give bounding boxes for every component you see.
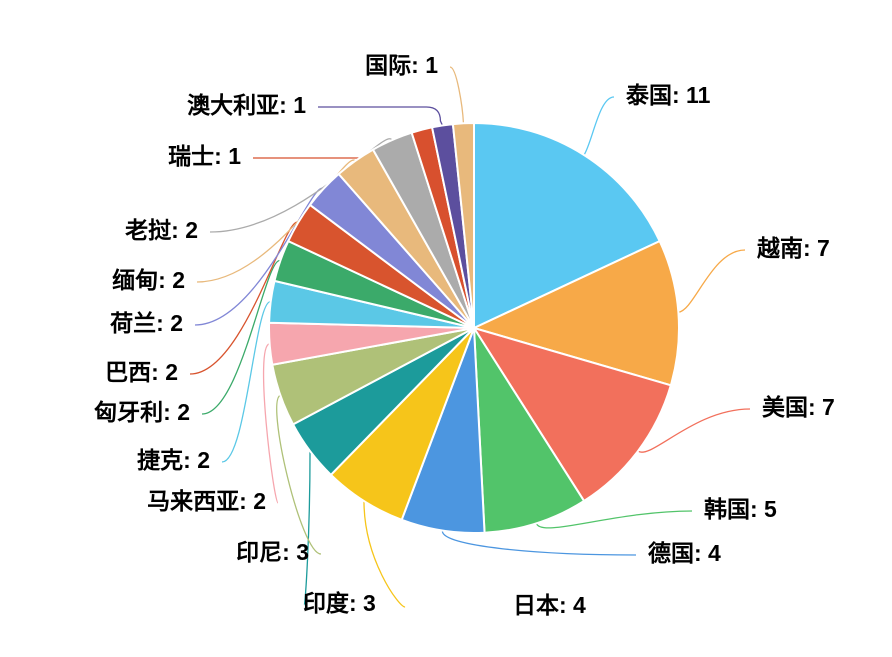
svg-text:泰国: 11: 泰国: 11 — [625, 82, 711, 108]
svg-text:印尼: 3: 印尼: 3 — [236, 539, 309, 565]
svg-text:匈牙利: 2: 匈牙利: 2 — [94, 399, 190, 425]
svg-text:美国: 7: 美国: 7 — [762, 394, 835, 420]
svg-text:捷克: 2: 捷克: 2 — [137, 447, 210, 473]
svg-text:缅甸: 2: 缅甸: 2 — [112, 267, 185, 293]
svg-text:瑞士: 1: 瑞士: 1 — [168, 143, 241, 169]
svg-text:德国: 4: 德国: 4 — [648, 540, 721, 566]
svg-text:澳大利亚: 1: 澳大利亚: 1 — [187, 92, 306, 118]
svg-text:越南: 7: 越南: 7 — [757, 235, 830, 261]
svg-text:马来西亚: 2: 马来西亚: 2 — [147, 488, 266, 514]
svg-text:老挝: 2: 老挝: 2 — [124, 217, 198, 243]
svg-text:荷兰: 2: 荷兰: 2 — [110, 310, 183, 336]
svg-text:日本: 4: 日本: 4 — [513, 592, 586, 618]
svg-text:国际: 1: 国际: 1 — [365, 52, 438, 78]
svg-text:印度: 3: 印度: 3 — [303, 590, 376, 616]
svg-text:韩国: 5: 韩国: 5 — [704, 496, 777, 522]
svg-text:巴西: 2: 巴西: 2 — [105, 359, 178, 385]
